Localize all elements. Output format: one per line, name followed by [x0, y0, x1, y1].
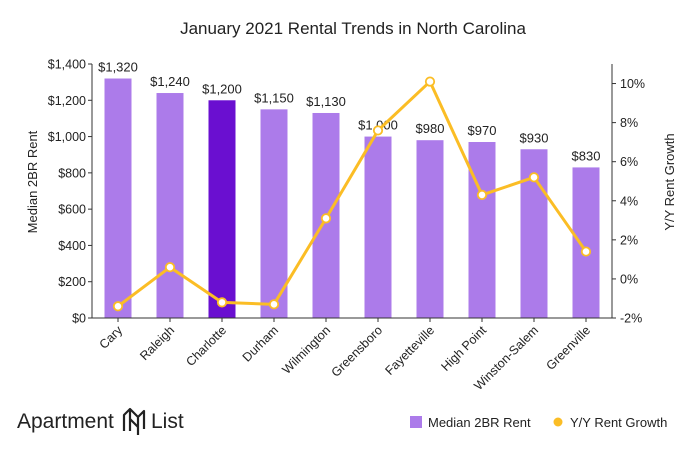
bar: [104, 78, 132, 318]
bar-data-label: $1,150: [254, 90, 294, 105]
left-tick-label: $1,000: [48, 130, 86, 144]
bar-data-label: $830: [572, 148, 601, 163]
legend-bar-label: Median 2BR Rent: [428, 415, 531, 430]
category-label: Raleigh: [137, 323, 177, 363]
right-axis-title: Y/Y Rent Growth: [662, 133, 677, 230]
logo-word-list: List: [151, 410, 184, 433]
logo-mark-icon: [122, 407, 146, 435]
left-tick-label: $1,200: [48, 94, 86, 108]
right-tick-label: 6%: [620, 155, 638, 169]
bar-data-label: $930: [520, 130, 549, 145]
category-label: Durham: [240, 323, 281, 364]
bar-data-label: $1,130: [306, 94, 346, 109]
line-series: [112, 76, 592, 312]
x-axis: Cary Raleigh Charlotte DurhamWilmingtonGree…: [92, 317, 612, 393]
apartment-list-logo: Apartment List: [17, 407, 184, 435]
bar-data-label: $1,200: [202, 81, 242, 96]
right-tick-label: 10%: [620, 77, 645, 91]
bar: [260, 109, 288, 318]
bar-data-labels: $1,320$1,240 $1,200$1,150 $1,130$1,000 $980…: [98, 60, 600, 164]
bar: [364, 136, 392, 318]
growth-point: [580, 246, 592, 257]
category-label: Cary: [97, 323, 126, 352]
bar: [416, 140, 444, 318]
left-y-axis: $0 $200 $400 $600 $800 $1,000 $1,200 $1,400: [48, 58, 93, 326]
growth-point: [372, 125, 384, 136]
right-tick-label: 2%: [620, 233, 638, 247]
right-tick-label: 8%: [620, 116, 638, 130]
growth-point: [476, 189, 488, 201]
left-axis-title: Median 2BR Rent: [25, 130, 40, 233]
left-tick-label: $400: [58, 239, 86, 253]
legend-bar-swatch: [410, 416, 422, 428]
category-label: High Point: [438, 323, 489, 374]
logo-word-apartment: Apartment: [17, 410, 114, 433]
bar: [572, 167, 600, 318]
category-label: Fayetteville: [383, 323, 438, 378]
bar: [208, 100, 236, 319]
bar-data-label: $980: [416, 121, 445, 136]
growth-point: [320, 213, 332, 224]
chart-title: January 2021 Rental Trends in North Caro…: [180, 19, 526, 38]
right-tick-label: 4%: [620, 194, 638, 208]
growth-point: [268, 299, 280, 310]
bar: [156, 93, 184, 319]
left-tick-label: $600: [58, 203, 86, 217]
bar-data-label: $970: [468, 123, 497, 138]
category-label: Greenville: [543, 323, 593, 373]
growth-point: [216, 297, 228, 308]
growth-line: [117, 80, 588, 308]
growth-point: [112, 301, 124, 312]
bar-series: [104, 78, 600, 319]
growth-point: [164, 262, 176, 273]
right-tick-label: -2%: [620, 312, 642, 326]
left-tick-label: $1,400: [48, 58, 86, 72]
category-label: Greensboro: [329, 323, 386, 380]
bar-data-label: $1,240: [150, 74, 190, 89]
growth-point: [528, 172, 540, 183]
legend: Median 2BR Rent Y/Y Rent Growth: [410, 415, 667, 430]
right-tick-label: 0%: [620, 272, 638, 286]
legend-line-label: Y/Y Rent Growth: [570, 415, 667, 430]
bar: [468, 142, 496, 318]
growth-point: [424, 76, 436, 87]
legend-line-swatch: [553, 417, 563, 427]
category-label: Charlotte: [183, 323, 229, 369]
left-tick-label: $800: [58, 166, 86, 180]
bar-data-label: $1,320: [98, 60, 138, 75]
left-tick-label: $0: [72, 312, 86, 326]
right-y-axis: -2% 0% 2% 4% 6% 8% 10%: [611, 64, 645, 326]
category-label: Wilmington: [280, 323, 334, 377]
left-tick-label: $200: [58, 275, 86, 289]
